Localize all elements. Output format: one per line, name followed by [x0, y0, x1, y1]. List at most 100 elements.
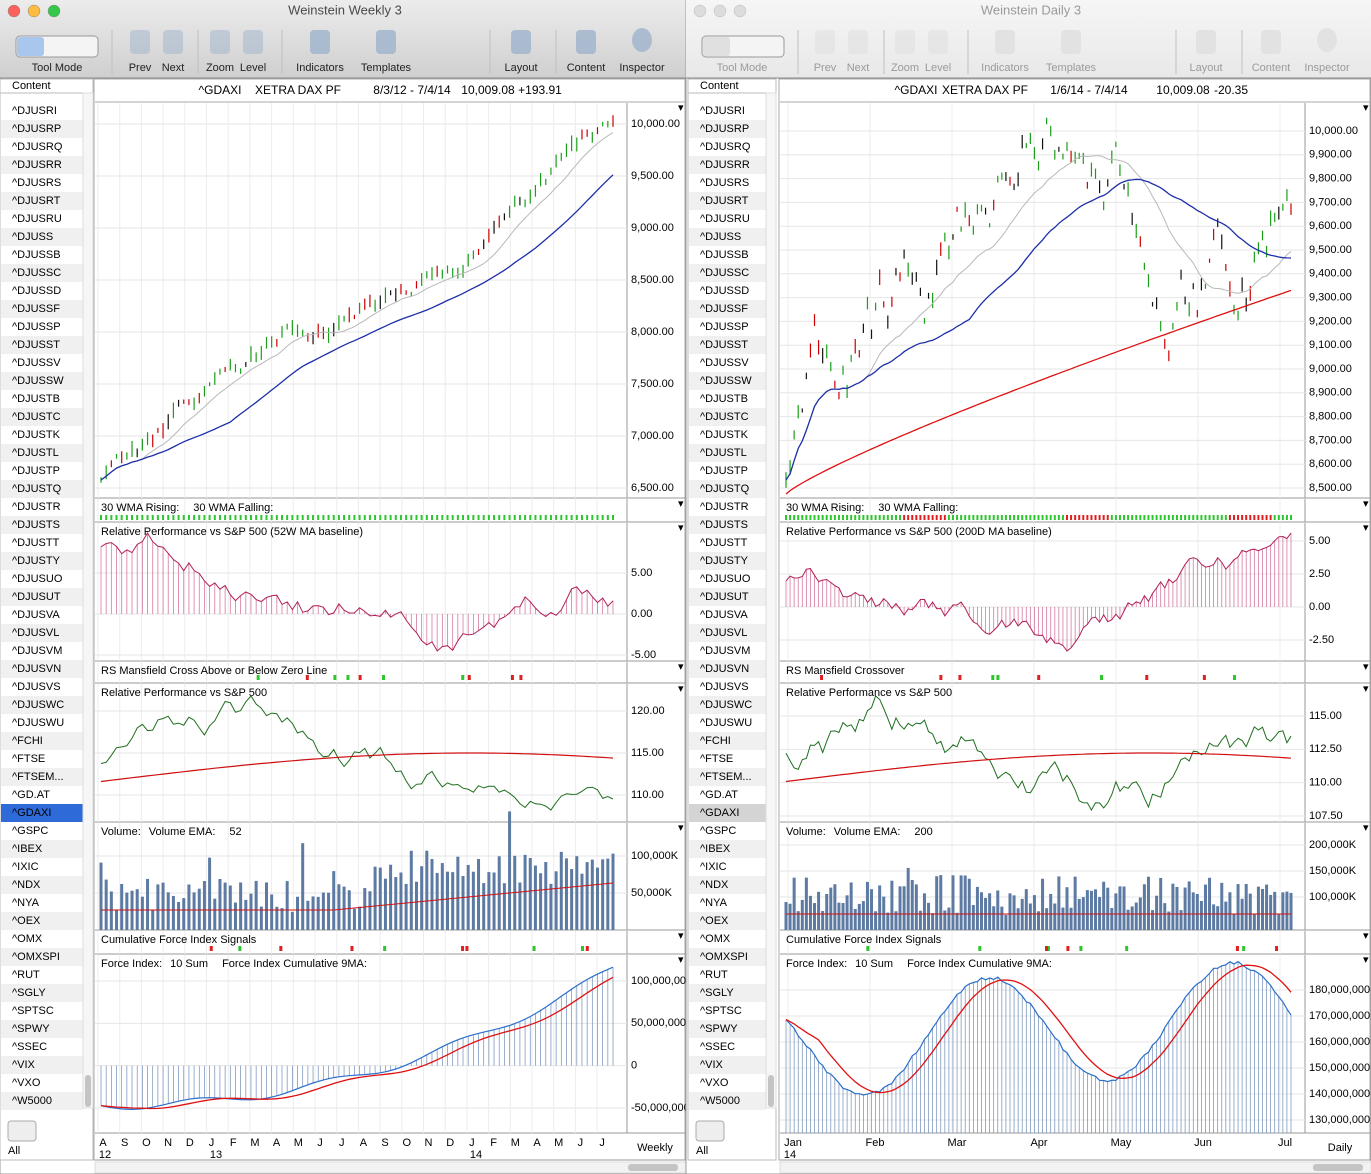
sidebar-item[interactable]: ^DJUSVM: [12, 645, 62, 657]
sidebar-row[interactable]: [1, 948, 83, 966]
sidebar-item[interactable]: ^DJUSVL: [700, 627, 747, 639]
sidebar-row[interactable]: [689, 732, 766, 750]
sidebar-item[interactable]: ^DJUSRT: [700, 195, 749, 207]
sidebar-row[interactable]: [1, 228, 83, 246]
toolbar-label[interactable]: Tool Mode: [32, 62, 83, 74]
sidebar-item[interactable]: ^IBEX: [12, 843, 43, 855]
sidebar-row[interactable]: [689, 444, 766, 462]
sidebar-item[interactable]: ^RUT: [12, 969, 40, 981]
sidebar-row[interactable]: [689, 408, 766, 426]
sidebar-item[interactable]: ^DJUSTC: [700, 411, 749, 423]
sidebar-row[interactable]: [1, 336, 83, 354]
sidebar-item[interactable]: ^DJUSRI: [700, 105, 745, 117]
sidebar-item[interactable]: ^DJUSRS: [12, 177, 61, 189]
sidebar-item[interactable]: ^DJUSTT: [12, 537, 60, 549]
sidebar-item[interactable]: ^DJUSTT: [700, 537, 748, 549]
sidebar-item[interactable]: ^DJUSTS: [700, 519, 748, 531]
sidebar-item[interactable]: ^DJUSTB: [12, 393, 60, 405]
window-button[interactable]: [7, 4, 21, 18]
sidebar-row[interactable]: [689, 534, 766, 552]
sidebar-item[interactable]: ^DJUSUT: [700, 591, 749, 603]
sidebar-row[interactable]: [1, 480, 83, 498]
sidebar-item[interactable]: ^DJUSSF: [700, 303, 748, 315]
sidebar-item[interactable]: ^GSPC: [700, 825, 736, 837]
sidebar-row[interactable]: [1, 966, 83, 984]
sidebar-item[interactable]: ^DJUSSV: [700, 357, 749, 369]
toolbar-label[interactable]: Inspector: [1304, 62, 1350, 74]
sidebar-item[interactable]: ^SPWY: [12, 1023, 50, 1035]
sidebar-row[interactable]: [1, 1020, 83, 1038]
toolbar-label[interactable]: Tool Mode: [717, 62, 768, 74]
sidebar-item[interactable]: ^DJUSWC: [12, 699, 64, 711]
toolbar-icon[interactable]: [576, 30, 596, 54]
horizontal-scroll-thumb[interactable]: [628, 1164, 678, 1171]
sidebar-item[interactable]: ^SPTSC: [12, 1005, 54, 1017]
sidebar-item[interactable]: ^DJUSRI: [12, 105, 57, 117]
sidebar-item[interactable]: ^DJUSRS: [700, 177, 749, 189]
sidebar-row[interactable]: [1, 660, 83, 678]
sidebar-row[interactable]: [689, 570, 766, 588]
toolbar-icon[interactable]: [1261, 30, 1281, 54]
sidebar-item[interactable]: ^OEX: [700, 915, 729, 927]
sidebar-row[interactable]: [689, 1092, 766, 1110]
toolbar-icon[interactable]: [848, 30, 868, 54]
sidebar-row[interactable]: [1, 1092, 83, 1110]
sidebar-row[interactable]: [689, 624, 766, 642]
toolbar-icon[interactable]: [995, 30, 1015, 54]
window-button[interactable]: [733, 4, 747, 18]
sidebar-row[interactable]: [689, 858, 766, 876]
sidebar-row[interactable]: [1, 606, 83, 624]
sidebar-row[interactable]: [689, 984, 766, 1002]
sidebar-row[interactable]: [689, 930, 766, 948]
sidebar-row[interactable]: [1, 804, 83, 822]
sidebar-item[interactable]: ^NYA: [700, 897, 728, 909]
sidebar-row[interactable]: [689, 786, 766, 804]
sidebar-item[interactable]: ^DJUSUO: [12, 573, 63, 585]
sidebar-row[interactable]: [689, 228, 766, 246]
sidebar-item[interactable]: ^DJUSS: [12, 231, 53, 243]
sidebar-row[interactable]: [1, 714, 83, 732]
sidebar-item[interactable]: ^GD.AT: [700, 789, 738, 801]
sidebar-row[interactable]: [689, 1056, 766, 1074]
toolbar-icon[interactable]: [1196, 30, 1216, 54]
toolbar-label[interactable]: Content: [1252, 62, 1291, 74]
toolbar-icon[interactable]: [1061, 30, 1081, 54]
sidebar-row[interactable]: [1, 912, 83, 930]
sidebar-row[interactable]: [689, 1020, 766, 1038]
toolbar-icon[interactable]: [511, 30, 531, 54]
sidebar-row[interactable]: [1, 210, 83, 228]
sidebar-item[interactable]: ^DJUSRP: [12, 123, 61, 135]
sidebar-item[interactable]: ^OMXSPI: [700, 951, 748, 963]
sidebar-row[interactable]: [1, 732, 83, 750]
sidebar-row[interactable]: [1, 156, 83, 174]
sidebar-row[interactable]: [689, 210, 766, 228]
sidebar-item[interactable]: ^SGLY: [12, 987, 46, 999]
settings-button[interactable]: [7, 1120, 37, 1142]
sidebar-row[interactable]: [689, 138, 766, 156]
sidebar-row[interactable]: [689, 714, 766, 732]
sidebar-item[interactable]: ^FCHI: [700, 735, 731, 747]
sidebar-row[interactable]: [689, 372, 766, 390]
sidebar-item[interactable]: ^DJUSSB: [700, 249, 749, 261]
sidebar-row[interactable]: [689, 948, 766, 966]
sidebar-item[interactable]: ^DJUSRU: [12, 213, 62, 225]
sidebar-row[interactable]: [1, 840, 83, 858]
sidebar-row[interactable]: [689, 426, 766, 444]
toolbar-label[interactable]: Content: [567, 62, 606, 74]
sidebar-row[interactable]: [689, 102, 766, 120]
sidebar-item[interactable]: ^OMXSPI: [12, 951, 60, 963]
sidebar-row[interactable]: [689, 1002, 766, 1020]
sidebar-item[interactable]: ^DJUSTR: [12, 501, 61, 513]
sidebar-item[interactable]: ^GDAXI: [12, 807, 51, 819]
sidebar-row[interactable]: [1, 138, 83, 156]
sidebar-row[interactable]: [689, 822, 766, 840]
sidebar-row[interactable]: [689, 192, 766, 210]
sidebar-row[interactable]: [1, 282, 83, 300]
sidebar-item[interactable]: ^SPWY: [700, 1023, 738, 1035]
sidebar-item[interactable]: ^DJUSRQ: [700, 141, 751, 153]
sidebar-row[interactable]: [1, 876, 83, 894]
sidebar-item[interactable]: ^IXIC: [700, 861, 727, 873]
sidebar-row[interactable]: [689, 840, 766, 858]
sidebar-row[interactable]: [689, 264, 766, 282]
sidebar-item[interactable]: ^DJUSVS: [12, 681, 61, 693]
